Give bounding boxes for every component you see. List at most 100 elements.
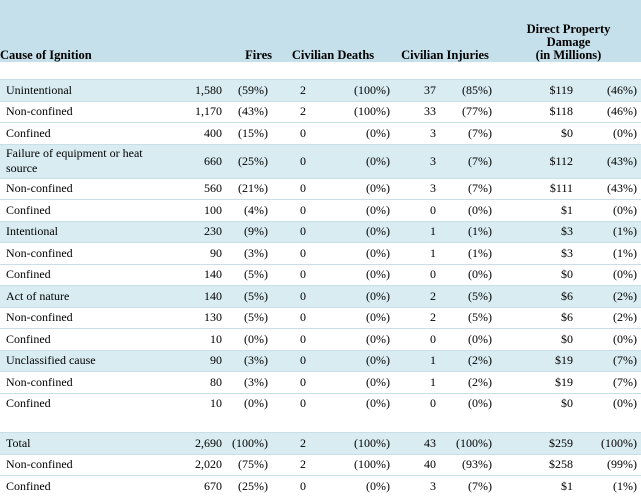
table-row: Confined 100 (4%) 0 (0%) 0 (0%) $1 (0%) [0,199,641,221]
row-injuries: 0 [394,263,436,286]
table-row: Non-confined 80 (3%) 0 (0%) 1 (2%) $19 (7%) [0,371,641,393]
row-deaths-pct: (0%) [334,392,394,414]
row-damage: $1 [496,475,573,497]
row-deaths-pct: (0%) [334,220,394,243]
row-cause: Non-confined [0,306,165,329]
row-fires: 660 [165,143,222,178]
row-damage: $112 [496,143,573,178]
row-deaths: 0 [272,199,334,221]
row-damage-pct: (2%) [573,285,641,307]
row-deaths-pct: (0%) [334,475,394,497]
row-damage: $0 [496,122,573,144]
row-deaths: 0 [272,349,334,372]
row-damage: $0 [496,392,573,414]
totals-body: Total 2,690 (100%) 2 (100%) 43 (100%) $259 (100%… [0,432,641,497]
row-injuries-pct: (7%) [436,122,496,144]
row-deaths: 0 [272,143,334,178]
row-fires: 2,690 [165,432,222,454]
row-cause: Confined [0,263,165,286]
row-deaths-pct: (100%) [334,79,394,101]
row-deaths-pct: (0%) [334,242,394,264]
row-damage-pct: (0%) [573,392,641,414]
row-injuries: 3 [394,475,436,497]
table-row: Non-confined 1,170 (43%) 2 (100%) 33 (77%) $118… [0,100,641,123]
row-injuries: 2 [394,306,436,329]
row-deaths-pct: (0%) [334,122,394,144]
row-injuries-pct: (7%) [436,143,496,178]
row-fires-pct: (5%) [222,263,272,286]
row-fires: 90 [165,242,222,264]
row-injuries: 43 [394,432,436,454]
row-damage-pct: (0%) [573,263,641,286]
row-fires: 140 [165,263,222,286]
row-cause: Unclassified cause [0,349,165,372]
header-cause: Cause of Ignition [0,0,165,62]
row-injuries-pct: (93%) [436,453,496,476]
row-fires-pct: (5%) [222,306,272,329]
row-deaths: 0 [272,122,334,144]
row-injuries-pct: (7%) [436,177,496,200]
row-cause: Failure of equipment or heat source [0,143,165,178]
row-injuries-pct: (85%) [436,79,496,101]
row-fires: 10 [165,328,222,350]
row-cause: Intentional [0,220,165,243]
table-row: Unintentional 1,580 (59%) 2 (100%) 37 (85%) $11… [0,79,641,101]
row-deaths-pct: (100%) [334,453,394,476]
table-row: Intentional 230 (9%) 0 (0%) 1 (1%) $3 (1%) [0,220,641,243]
row-fires: 1,580 [165,79,222,101]
row-injuries: 3 [394,177,436,200]
row-deaths-pct: (0%) [334,143,394,178]
table-body: Unintentional 1,580 (59%) 2 (100%) 37 (85%) $11… [0,79,641,414]
row-fires-pct: (3%) [222,349,272,372]
row-damage-pct: (0%) [573,122,641,144]
table-row: Confined 10 (0%) 0 (0%) 0 (0%) $0 (0%) [0,392,641,414]
row-cause: Confined [0,328,165,350]
row-damage: $3 [496,220,573,243]
row-deaths: 2 [272,432,334,454]
row-damage-pct: (100%) [573,432,641,454]
row-deaths-pct: (0%) [334,263,394,286]
row-cause: Non-confined [0,453,165,476]
header-row: Cause of Ignition Fires Civilian Deaths … [0,0,641,62]
table-row: Act of nature 140 (5%) 0 (0%) 2 (5%) $6 (2%) [0,285,641,307]
row-fires: 130 [165,306,222,329]
row-deaths-pct: (0%) [334,306,394,329]
row-fires: 1,170 [165,100,222,123]
row-injuries: 1 [394,220,436,243]
row-damage: $258 [496,453,573,476]
row-cause: Unintentional [0,79,165,101]
row-damage-pct: (43%) [573,143,641,178]
row-injuries-pct: (0%) [436,328,496,350]
row-deaths: 0 [272,328,334,350]
row-cause: Non-confined [0,242,165,264]
row-damage-pct: (2%) [573,306,641,329]
row-deaths: 0 [272,177,334,200]
row-injuries: 0 [394,328,436,350]
row-damage-pct: (99%) [573,453,641,476]
row-injuries: 3 [394,122,436,144]
row-damage-pct: (0%) [573,328,641,350]
row-damage: $259 [496,432,573,454]
header-damage-line3: (in Millions) [535,48,602,62]
row-fires-pct: (5%) [222,285,272,307]
row-deaths: 0 [272,392,334,414]
row-injuries: 0 [394,199,436,221]
table-row: Confined 400 (15%) 0 (0%) 3 (7%) $0 (0%) [0,122,641,144]
row-deaths: 2 [272,79,334,101]
row-deaths-pct: (100%) [334,100,394,123]
row-fires-pct: (0%) [222,392,272,414]
table-row: Confined 670 (25%) 0 (0%) 3 (7%) $1 (1%) [0,475,641,497]
row-fires-pct: (9%) [222,220,272,243]
header-damage-line2: Damage [546,35,591,49]
row-damage: $19 [496,349,573,372]
table-row: Confined 10 (0%) 0 (0%) 0 (0%) $0 (0%) [0,328,641,350]
row-damage: $19 [496,371,573,393]
row-injuries: 33 [394,100,436,123]
row-damage-pct: (7%) [573,349,641,372]
row-deaths: 2 [272,453,334,476]
row-injuries-pct: (77%) [436,100,496,123]
row-cause: Act of nature [0,285,165,307]
row-cause: Confined [0,199,165,221]
row-damage-pct: (1%) [573,220,641,243]
header-property-damage: Direct Property Damage (in Millions) [496,0,641,62]
